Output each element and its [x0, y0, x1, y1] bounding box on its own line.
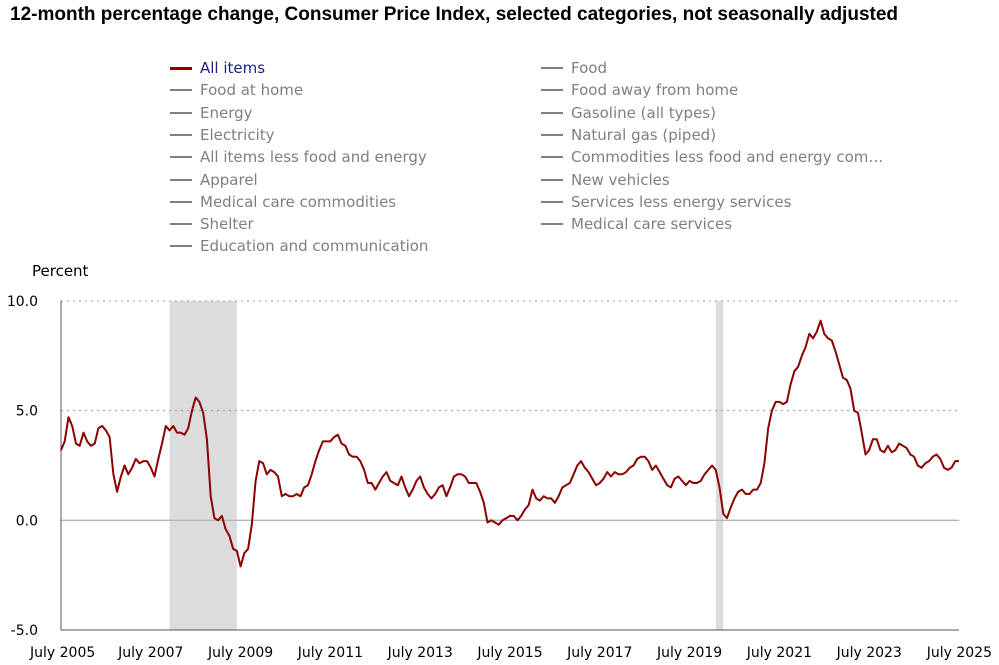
legend-item[interactable]: Apparel — [170, 170, 258, 190]
legend-item[interactable]: Education and communication — [170, 236, 428, 256]
legend-item[interactable]: Food at home — [170, 80, 303, 100]
legend-swatch — [170, 133, 192, 136]
legend-item[interactable]: Commodities less food and energy com… — [541, 147, 883, 167]
y-tick-label: 5.0 — [16, 404, 38, 420]
x-tick-label: July 2011 — [297, 645, 363, 661]
legend-label: Energy — [200, 103, 253, 122]
legend-item[interactable]: Food — [541, 58, 607, 78]
legend-label: All items — [200, 59, 266, 77]
legend-item[interactable]: Gasoline (all types) — [541, 103, 716, 123]
x-tick-label: July 2009 — [207, 645, 273, 661]
legend-swatch — [170, 66, 192, 70]
legend-item[interactable]: New vehicles — [541, 170, 670, 190]
series-line-all-items — [60, 319, 959, 568]
legend-swatch — [541, 67, 563, 69]
legend-swatch — [541, 178, 563, 181]
legend-swatch — [170, 111, 192, 114]
legend-swatch — [170, 89, 192, 92]
legend-item[interactable]: All items — [170, 58, 265, 78]
y-tick-label: 0.0 — [16, 513, 38, 529]
legend-item[interactable]: Electricity — [170, 125, 275, 145]
legend-label: Food — [571, 59, 607, 77]
legend-swatch — [170, 200, 192, 203]
legend: All items Food at home Energy Electricity Al… — [0, 0, 999, 260]
legend-swatch — [541, 156, 563, 159]
legend-label: Natural gas (piped) — [571, 125, 717, 144]
y-tick-label: -5.0 — [11, 623, 38, 639]
x-tick-label: July 2019 — [656, 645, 722, 661]
legend-item[interactable]: Natural gas (piped) — [541, 125, 716, 145]
legend-swatch — [541, 89, 563, 92]
legend-item[interactable]: Shelter — [170, 214, 254, 234]
legend-label: Medical care services — [571, 215, 733, 234]
legend-swatch — [170, 156, 192, 159]
legend-swatch — [170, 223, 192, 226]
legend-label: Commodities less food and energy com… — [571, 148, 884, 167]
legend-label: New vehicles — [571, 170, 670, 189]
legend-swatch — [170, 178, 192, 181]
legend-item[interactable]: Energy — [170, 103, 253, 123]
legend-swatch — [541, 223, 563, 226]
legend-swatch — [170, 245, 192, 248]
recession-band — [169, 301, 237, 630]
legend-swatch — [541, 133, 563, 136]
legend-label: Education and communication — [200, 237, 429, 256]
legend-label: Electricity — [200, 125, 275, 144]
legend-swatch — [541, 200, 563, 203]
legend-label: All items less food and energy — [200, 148, 427, 167]
series — [60, 319, 959, 568]
legend-label: Shelter — [200, 215, 254, 234]
recession-shading — [169, 301, 724, 630]
chart-title: 12-month percentage change, Consumer Pri… — [10, 4, 899, 25]
axes — [60, 301, 959, 631]
legend-item[interactable]: Food away from home — [541, 80, 738, 100]
tick-labels: 10.0 5.0 0.0 -5.0 July 2005 July 2007 July 200… — [7, 294, 992, 661]
legend-item[interactable]: Services less energy services — [541, 192, 791, 212]
legend-item[interactable]: Medical care services — [541, 214, 732, 234]
x-tick-label: July 2013 — [387, 645, 453, 661]
legend-label: Gasoline (all types) — [571, 103, 716, 122]
x-tick-label: July 2025 — [926, 645, 992, 661]
x-tick-label: July 2015 — [476, 645, 542, 661]
legend-label: Food away from home — [571, 81, 739, 100]
x-tick-label: July 2021 — [746, 645, 812, 661]
x-tick-label: July 2017 — [566, 645, 632, 661]
gridlines — [61, 300, 959, 521]
legend-item[interactable]: All items less food and energy — [170, 147, 427, 167]
legend-label: Services less energy services — [571, 192, 792, 211]
legend-label: Medical care commodities — [200, 192, 397, 211]
legend-label: Apparel — [200, 170, 258, 189]
legend-swatch — [541, 111, 563, 114]
legend-label: Food at home — [200, 81, 304, 100]
x-tick-label: July 2007 — [117, 645, 183, 661]
recession-band — [715, 301, 724, 630]
x-tick-label: July 2005 — [29, 645, 95, 661]
y-tick-label: 10.0 — [7, 294, 38, 310]
y-axis-label: Percent — [32, 262, 89, 280]
legend-item[interactable]: Medical care commodities — [170, 192, 396, 212]
x-tick-label: July 2023 — [836, 645, 902, 661]
